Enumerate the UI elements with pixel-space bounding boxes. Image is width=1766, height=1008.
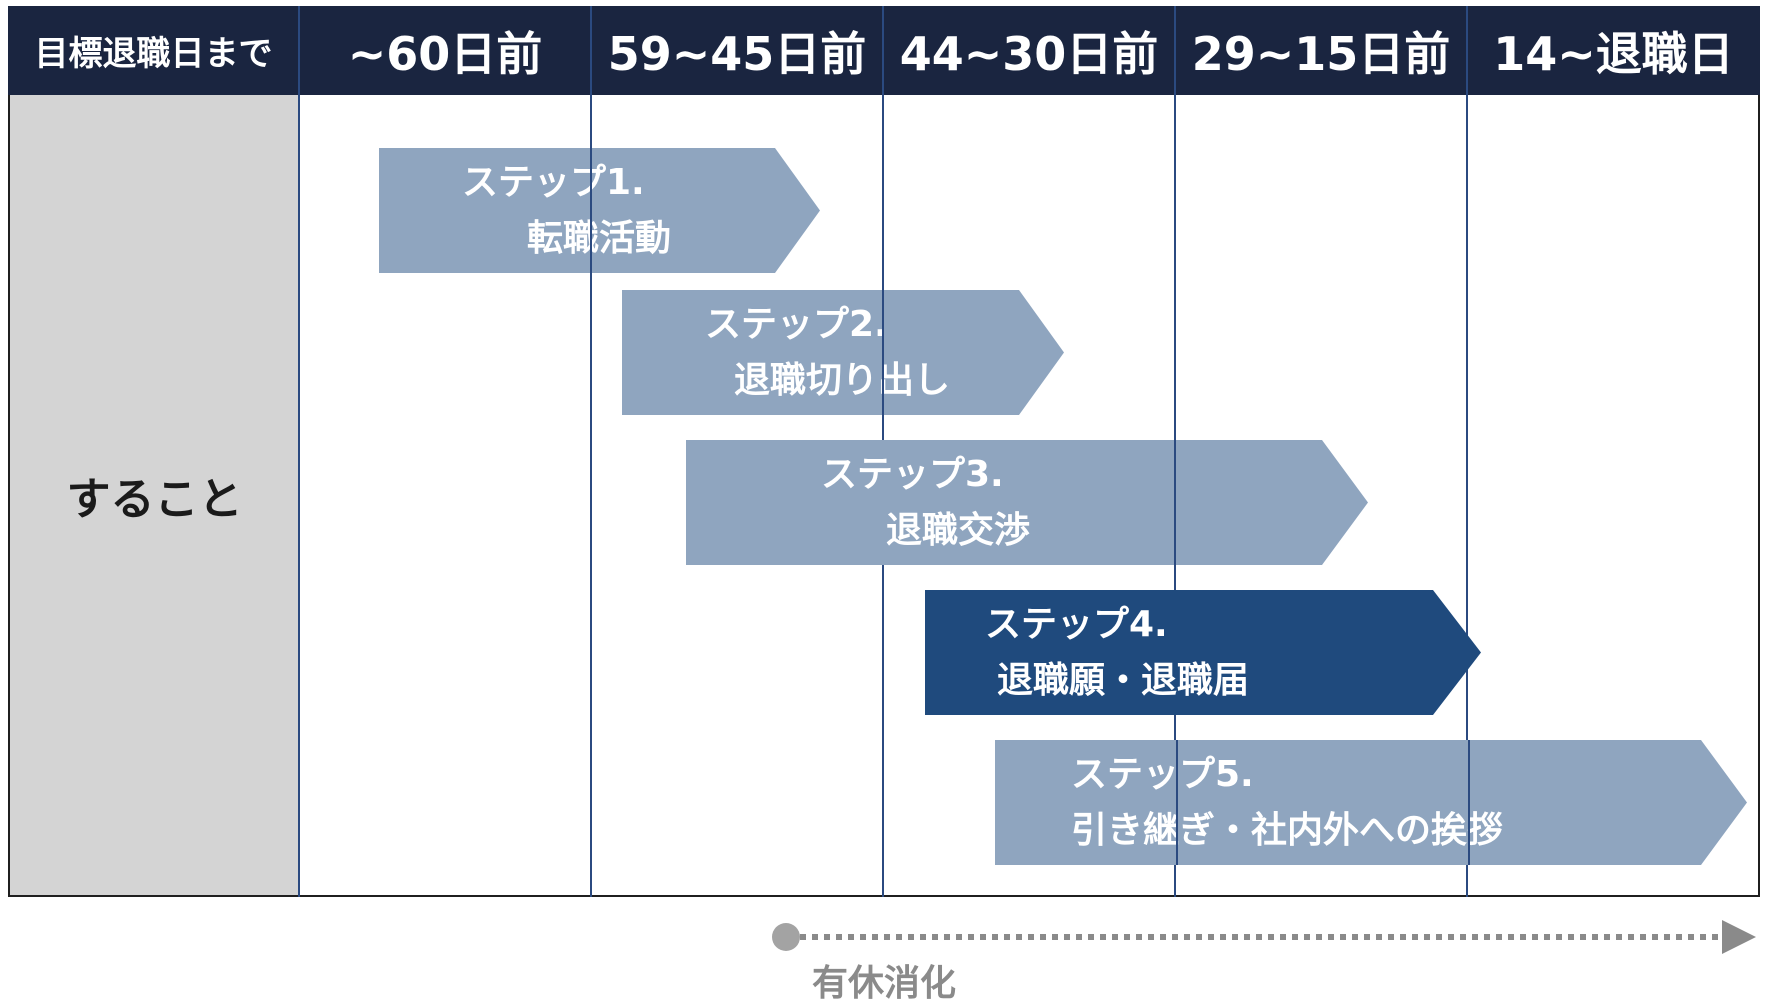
- column-divider: [590, 6, 592, 897]
- header-col-2: 59~45日前: [607, 26, 867, 81]
- step-5-arrow: ステップ5. 引き継ぎ・社内外への挨拶: [995, 740, 1747, 865]
- step-4-title: ステップ4.: [985, 604, 1168, 645]
- step-4-label: 退職願・退職届: [997, 660, 1250, 701]
- column-divider: [298, 6, 300, 897]
- pto-start-dot: [772, 923, 800, 951]
- step-1-title: ステップ1.: [462, 162, 645, 203]
- header-col-4: 29~15日前: [1191, 26, 1451, 81]
- header-row-label: 目標退職日まで: [34, 34, 273, 74]
- step-2-title: ステップ2.: [705, 304, 888, 345]
- step-4-arrow: ステップ4. 退職願・退職届: [925, 590, 1481, 715]
- row-label-cell: [10, 95, 299, 895]
- step-3-title: ステップ3.: [821, 454, 1004, 495]
- step-2-label: 退職切り出し: [734, 360, 951, 401]
- pto-arrow-head: [1722, 920, 1756, 954]
- pto-label: 有休消化: [812, 963, 957, 1004]
- step-3-label: 退職交渉: [886, 510, 1031, 551]
- header-col-5: 14~退職日: [1493, 26, 1734, 81]
- step-2-arrow: ステップ2. 退職切り出し: [622, 290, 1064, 415]
- header-col-3: 44~30日前: [899, 26, 1159, 81]
- step-1-label: 転職活動: [527, 218, 672, 259]
- header-row: [8, 6, 1760, 95]
- step-5-label: 引き継ぎ・社内外への挨拶: [1071, 810, 1504, 851]
- row-label: すること: [66, 474, 243, 525]
- column-divider: [1466, 6, 1468, 897]
- step-3-arrow: ステップ3. 退職交渉: [686, 440, 1368, 565]
- step-5-title: ステップ5.: [1071, 754, 1254, 795]
- step-1-arrow: ステップ1. 転職活動: [379, 148, 820, 273]
- header-col-1: ~60日前: [347, 26, 543, 81]
